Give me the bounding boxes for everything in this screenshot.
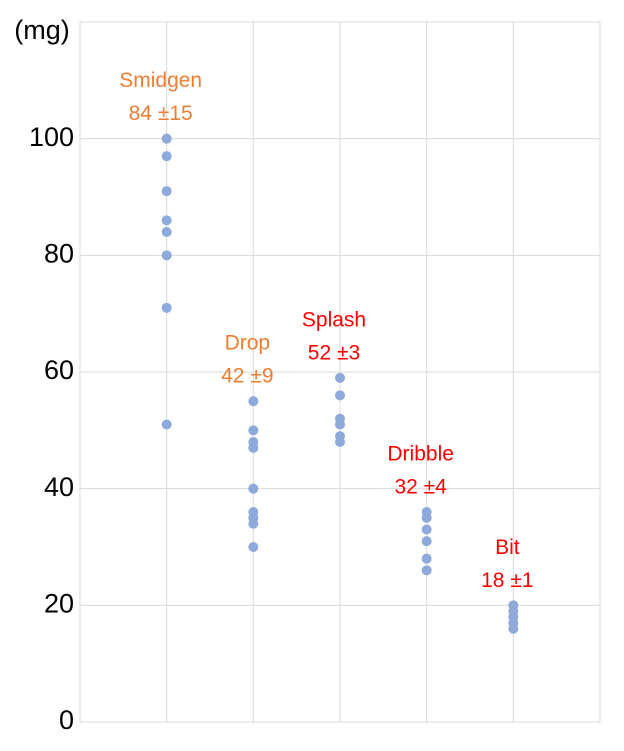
data-point: [161, 227, 172, 237]
y-tick-label: 100: [29, 122, 74, 152]
series-name: Splash: [302, 308, 366, 331]
data-point: [161, 250, 172, 261]
data-point: [421, 536, 432, 547]
series-annotation: 32 ±4: [394, 476, 447, 499]
series-annotation: 18 ±1: [481, 569, 533, 592]
data-point: [508, 623, 519, 634]
data-point: [421, 512, 432, 523]
data-point: [335, 372, 345, 383]
series-name: Drop: [225, 332, 271, 355]
series-annotation: 42 ±9: [221, 365, 273, 388]
data-point: [161, 419, 172, 430]
series-name: Smidgen: [119, 69, 202, 92]
y-tick-label: 20: [44, 588, 74, 618]
y-tick-label: 60: [44, 355, 74, 385]
y-axis-label: (mg): [14, 15, 70, 45]
data-point: [248, 425, 259, 436]
data-point: [161, 186, 172, 197]
data-point: [335, 419, 345, 430]
series-annotation: 52 ±3: [308, 341, 360, 364]
data-point: [248, 396, 259, 407]
data-point: [421, 524, 432, 535]
series-name: Dribble: [387, 443, 454, 466]
series-annotation: 84 ±15: [129, 102, 193, 125]
data-point: [248, 518, 259, 529]
data-point: [161, 133, 172, 144]
data-point: [421, 553, 432, 564]
data-point: [161, 151, 172, 162]
y-tick-label: 0: [59, 705, 74, 735]
data-point: [161, 302, 172, 313]
series-name: Bit: [495, 536, 520, 559]
data-point: [248, 483, 259, 494]
data-point: [421, 565, 432, 576]
y-tick-label: 40: [44, 472, 74, 502]
data-point: [335, 390, 345, 401]
data-point: [161, 215, 172, 226]
data-point: [248, 542, 259, 552]
data-point: [335, 437, 345, 447]
y-tick-label: 80: [44, 238, 74, 268]
data-point: [248, 442, 259, 453]
